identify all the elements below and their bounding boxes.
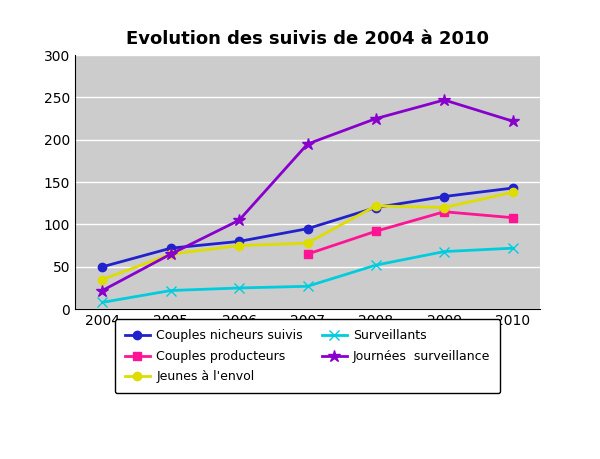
Line: Surveillants: Surveillants	[97, 243, 518, 307]
Couples producteurs	[440, 209, 448, 214]
Journées  surveillance	[236, 218, 243, 223]
Couples nicheurs suivis	[167, 246, 175, 251]
Journées  surveillance	[304, 141, 311, 147]
Journées  surveillance	[509, 118, 516, 124]
Surveillants	[236, 285, 243, 291]
Journées  surveillance	[167, 252, 175, 257]
Couples nicheurs suivis	[509, 185, 516, 191]
Journées  surveillance	[99, 288, 106, 293]
Jeunes à l'envol	[509, 190, 516, 195]
Journées  surveillance	[440, 97, 448, 103]
Surveillants	[304, 284, 311, 289]
Couples nicheurs suivis	[304, 226, 311, 231]
Title: Evolution des suivis de 2004 à 2010: Evolution des suivis de 2004 à 2010	[126, 30, 489, 48]
Line: Couples nicheurs suivis: Couples nicheurs suivis	[98, 184, 517, 271]
Couples nicheurs suivis	[236, 239, 243, 244]
Jeunes à l'envol	[440, 205, 448, 210]
Surveillants	[509, 246, 516, 251]
Couples producteurs	[372, 229, 379, 234]
Line: Journées  surveillance: Journées surveillance	[96, 94, 519, 297]
Line: Jeunes à l'envol: Jeunes à l'envol	[98, 188, 517, 284]
Surveillants	[167, 288, 175, 293]
Jeunes à l'envol	[304, 241, 311, 246]
Journées  surveillance	[372, 116, 379, 121]
Jeunes à l'envol	[372, 203, 379, 208]
Surveillants	[440, 249, 448, 254]
Couples producteurs	[509, 215, 516, 220]
Couples nicheurs suivis	[372, 205, 379, 210]
Jeunes à l'envol	[167, 252, 175, 257]
Line: Couples producteurs: Couples producteurs	[304, 207, 517, 258]
Legend: Couples nicheurs suivis, Couples producteurs, Jeunes à l'envol, Surveillants, Jo: Couples nicheurs suivis, Couples product…	[115, 319, 500, 393]
Couples nicheurs suivis	[99, 264, 106, 269]
Couples producteurs	[304, 252, 311, 257]
Couples nicheurs suivis	[440, 194, 448, 199]
Jeunes à l'envol	[236, 243, 243, 248]
Surveillants	[99, 300, 106, 305]
Jeunes à l'envol	[99, 277, 106, 282]
Surveillants	[372, 263, 379, 268]
